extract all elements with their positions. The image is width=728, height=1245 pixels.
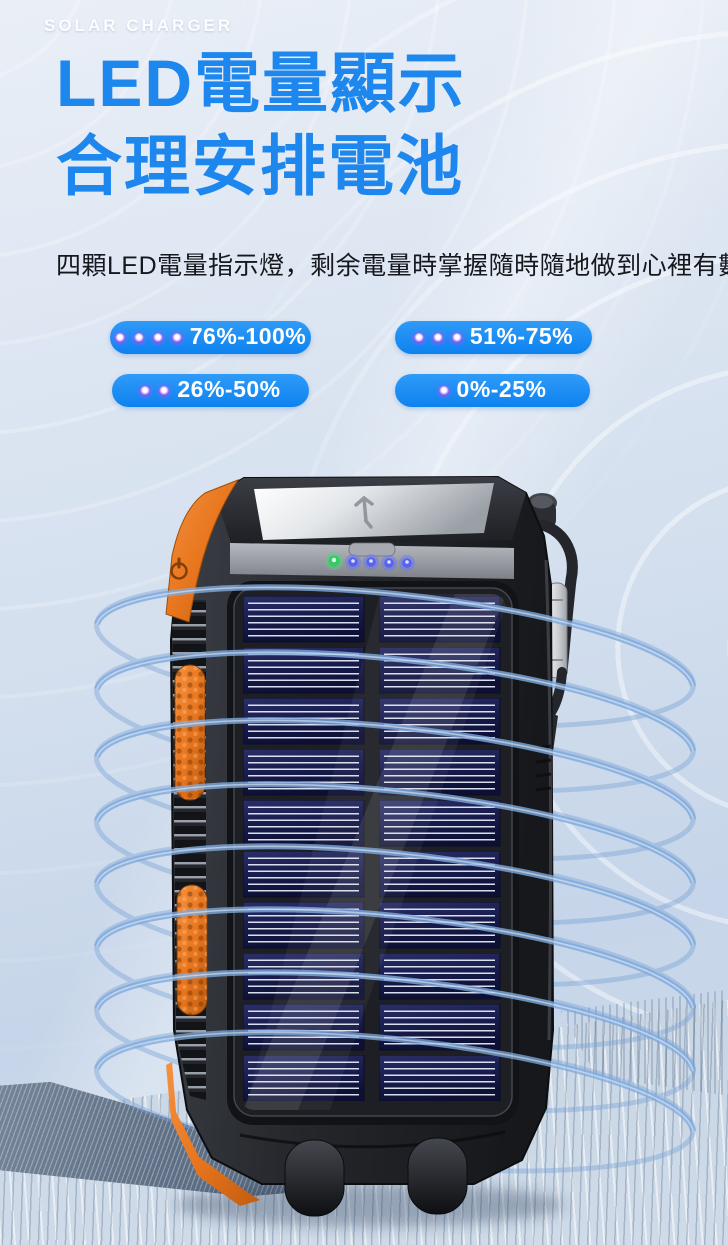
led-dots bbox=[140, 385, 170, 396]
led-dot-icon bbox=[413, 332, 424, 343]
subtitle-text: 四顆LED電量指示燈，剩余電量時掌握隨時隨地做到心裡有數 bbox=[56, 252, 728, 280]
brand-label: SOLAR CHARGER bbox=[44, 16, 234, 35]
led-dots bbox=[413, 332, 462, 343]
device-shadow bbox=[175, 1183, 565, 1227]
led-dot-icon bbox=[114, 332, 125, 343]
led-dot-icon bbox=[432, 332, 443, 343]
title-line-2: 合理安排電池 bbox=[56, 129, 464, 203]
led-status-lights bbox=[325, 552, 415, 571]
led-dots bbox=[114, 332, 182, 343]
led-dot-icon bbox=[140, 385, 151, 396]
battery-level-badge-76-100: 76%-100% bbox=[110, 321, 311, 354]
led-dot-icon bbox=[159, 385, 170, 396]
flashlight-panel bbox=[254, 483, 494, 540]
led-dot-icon bbox=[451, 332, 462, 343]
led-dot-icon bbox=[171, 332, 182, 343]
band-notch bbox=[348, 542, 396, 557]
orange-grips bbox=[174, 664, 208, 1016]
orange-bumper-top-left bbox=[165, 478, 240, 623]
battery-level-label: 26%-50% bbox=[177, 376, 281, 402]
battery-level-badge-0-25: 0%-25% bbox=[395, 374, 590, 407]
battery-level-label: 51%-75% bbox=[469, 323, 574, 349]
power-bank-body bbox=[169, 475, 555, 1185]
battery-level-badge-26-50: 26%-50% bbox=[112, 374, 309, 407]
led-dots bbox=[438, 385, 449, 396]
led-dot-icon bbox=[133, 332, 144, 343]
orange-bumper-bottom-left bbox=[166, 1062, 260, 1206]
power-button-icon bbox=[170, 557, 188, 580]
battery-level-label: 76%-100% bbox=[189, 323, 307, 349]
title-line-1: LED電量顯示 bbox=[56, 46, 466, 120]
battery-level-badge-51-75: 51%-75% bbox=[395, 321, 592, 354]
battery-level-label: 0%-25% bbox=[456, 376, 547, 402]
led-dot-icon bbox=[152, 332, 163, 343]
device-feet bbox=[284, 1137, 468, 1217]
page-title: LED電量顯示 合理安排電池 bbox=[56, 42, 466, 208]
signal-rings-front bbox=[94, 584, 696, 1132]
arrow-up-icon bbox=[354, 496, 374, 529]
led-dot-icon bbox=[438, 385, 449, 396]
